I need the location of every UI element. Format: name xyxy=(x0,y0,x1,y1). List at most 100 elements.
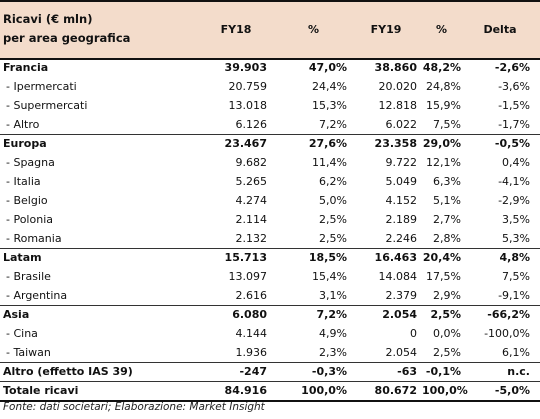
cell-fy19: 2.189 xyxy=(385,213,418,226)
cell-delta: 6,1% xyxy=(502,346,530,359)
cell-pct-fy18: 100,0% xyxy=(301,384,347,397)
row-label: - Polonia xyxy=(6,213,53,226)
cell-pct-fy18: 2,5% xyxy=(319,232,347,245)
cell-pct-fy18: 3,1% xyxy=(319,289,347,302)
cell-pct-fy19: 2,5% xyxy=(433,346,461,359)
row-label: - Altro xyxy=(6,118,40,131)
cell-pct-fy19: 0,0% xyxy=(433,327,461,340)
cell-fy19: 12.818 xyxy=(378,99,418,112)
cell-fy18: 15.713 xyxy=(224,251,267,264)
row-label: - Supermercati xyxy=(6,99,88,112)
cell-delta: -1,7% xyxy=(498,118,530,131)
table-body: Francia 39.903 47,0% 38.860 48,2% -2,6% - Iper… xyxy=(0,58,540,400)
cell-delta: -3,6% xyxy=(498,80,530,93)
cell-pct-fy18: 15,3% xyxy=(312,99,347,112)
table-header: Ricavi (€ mln) per area geografica FY18 … xyxy=(0,0,540,58)
cell-fy19: 5.049 xyxy=(385,175,418,188)
cell-fy19: 14.084 xyxy=(378,270,418,283)
cell-pct-fy19: 17,5% xyxy=(426,270,461,283)
cell-fy18: 13.097 xyxy=(228,270,268,283)
cell-fy18: 4.144 xyxy=(235,327,268,340)
cell-delta: -100,0% xyxy=(484,327,530,340)
cell-fy19: 2.246 xyxy=(385,232,418,245)
cell-fy18: 9.682 xyxy=(235,156,268,169)
header-pct-fy19: % xyxy=(435,22,448,36)
cell-delta: -0,5% xyxy=(494,137,530,150)
cell-pct-fy18: 5,0% xyxy=(319,194,347,207)
cell-delta: 4,8% xyxy=(499,251,530,264)
table-row: - Ipermercati 20.759 24,4% 20.020 24,8% -3,6% xyxy=(0,77,540,96)
cell-fy18: 39.903 xyxy=(224,61,267,74)
cell-pct-fy18: 4,9% xyxy=(319,327,347,340)
row-label: - Brasile xyxy=(6,270,51,283)
header-fy19: FY19 xyxy=(370,22,402,36)
cell-pct-fy19: 24,8% xyxy=(426,80,461,93)
table-row: - Argentina 2.616 3,1% 2.379 2,9% -9,1% xyxy=(0,286,540,305)
row-label: Totale ricavi xyxy=(3,384,79,397)
cell-fy18: 13.018 xyxy=(228,99,268,112)
cell-fy19: 2.379 xyxy=(385,289,418,302)
cell-pct-fy18: 24,4% xyxy=(312,80,347,93)
group-row: Latam 15.713 18,5% 16.463 20,4% 4,8% xyxy=(0,248,540,267)
cell-fy19: 2.054 xyxy=(385,346,418,359)
divider xyxy=(0,305,540,306)
cell-pct-fy19: 48,2% xyxy=(422,61,461,74)
cell-fy19: 6.022 xyxy=(385,118,418,131)
divider xyxy=(0,0,540,2)
divider xyxy=(0,248,540,249)
cell-pct-fy19: 2,7% xyxy=(433,213,461,226)
cell-fy19: 16.463 xyxy=(374,251,417,264)
cell-fy18: 2.132 xyxy=(235,232,268,245)
row-label: Francia xyxy=(3,61,49,74)
cell-fy19: 9.722 xyxy=(385,156,418,169)
cell-fy18: 84.916 xyxy=(224,384,267,397)
cell-pct-fy18: 2,5% xyxy=(319,213,347,226)
row-label: - Spagna xyxy=(6,156,55,169)
cell-fy19: 0 xyxy=(410,327,417,340)
divider xyxy=(0,362,540,363)
cell-delta: -2,6% xyxy=(494,61,530,74)
cell-delta: -2,9% xyxy=(498,194,530,207)
cell-delta: -9,1% xyxy=(498,289,530,302)
header-pct-fy18: % xyxy=(307,22,320,36)
row-label: - Belgio xyxy=(6,194,48,207)
row-label: - Argentina xyxy=(6,289,68,302)
cell-pct-fy18: 27,6% xyxy=(308,137,347,150)
cell-pct-fy19: 12,1% xyxy=(426,156,461,169)
row-label: - Italia xyxy=(6,175,41,188)
header-fy18: FY18 xyxy=(220,22,252,36)
total-row: Totale ricavi 84.916 100,0% 80.672 100,0% -5,… xyxy=(0,381,540,400)
cell-fy18: 20.759 xyxy=(228,80,268,93)
row-label: - Taiwan xyxy=(6,346,51,359)
cell-pct-fy18: -0,3% xyxy=(311,365,347,378)
cell-pct-fy19: -0,1% xyxy=(425,365,461,378)
group-row: Francia 39.903 47,0% 38.860 48,2% -2,6% xyxy=(0,58,540,77)
cell-pct-fy19: 2,8% xyxy=(433,232,461,245)
cell-pct-fy18: 47,0% xyxy=(308,61,347,74)
cell-fy18: -247 xyxy=(239,365,267,378)
cell-pct-fy18: 2,3% xyxy=(319,346,347,359)
table-row: - Polonia 2.114 2,5% 2.189 2,7% 3,5% xyxy=(0,210,540,229)
cell-pct-fy19: 7,5% xyxy=(433,118,461,131)
table-row: - Belgio 4.274 5,0% 4.152 5,1% -2,9% xyxy=(0,191,540,210)
header-label: Ricavi (€ mln) per area geografica xyxy=(3,0,213,58)
cell-delta: 3,5% xyxy=(502,213,530,226)
cell-fy18: 2.114 xyxy=(235,213,268,226)
cell-fy18: 6.126 xyxy=(235,118,268,131)
cell-delta: 7,5% xyxy=(502,270,530,283)
cell-fy19: 80.672 xyxy=(374,384,417,397)
cell-delta: -1,5% xyxy=(498,99,530,112)
cell-pct-fy19: 15,9% xyxy=(426,99,461,112)
row-label: - Romania xyxy=(6,232,62,245)
cell-pct-fy19: 100,0% xyxy=(422,384,468,397)
group-row: Altro (effetto IAS 39) -247 -0,3% -63 -0,1% n… xyxy=(0,362,540,381)
cell-fy19: 20.020 xyxy=(378,80,418,93)
row-label: Europa xyxy=(3,137,47,150)
cell-fy19: 38.860 xyxy=(374,61,417,74)
table-row: - Taiwan 1.936 2,3% 2.054 2,5% 6,1% xyxy=(0,343,540,362)
table-row: - Brasile 13.097 15,4% 14.084 17,5% 7,5% xyxy=(0,267,540,286)
divider xyxy=(0,381,540,382)
table-row: - Spagna 9.682 11,4% 9.722 12,1% 0,4% xyxy=(0,153,540,172)
cell-fy18: 6.080 xyxy=(232,308,267,321)
cell-delta: 0,4% xyxy=(502,156,530,169)
